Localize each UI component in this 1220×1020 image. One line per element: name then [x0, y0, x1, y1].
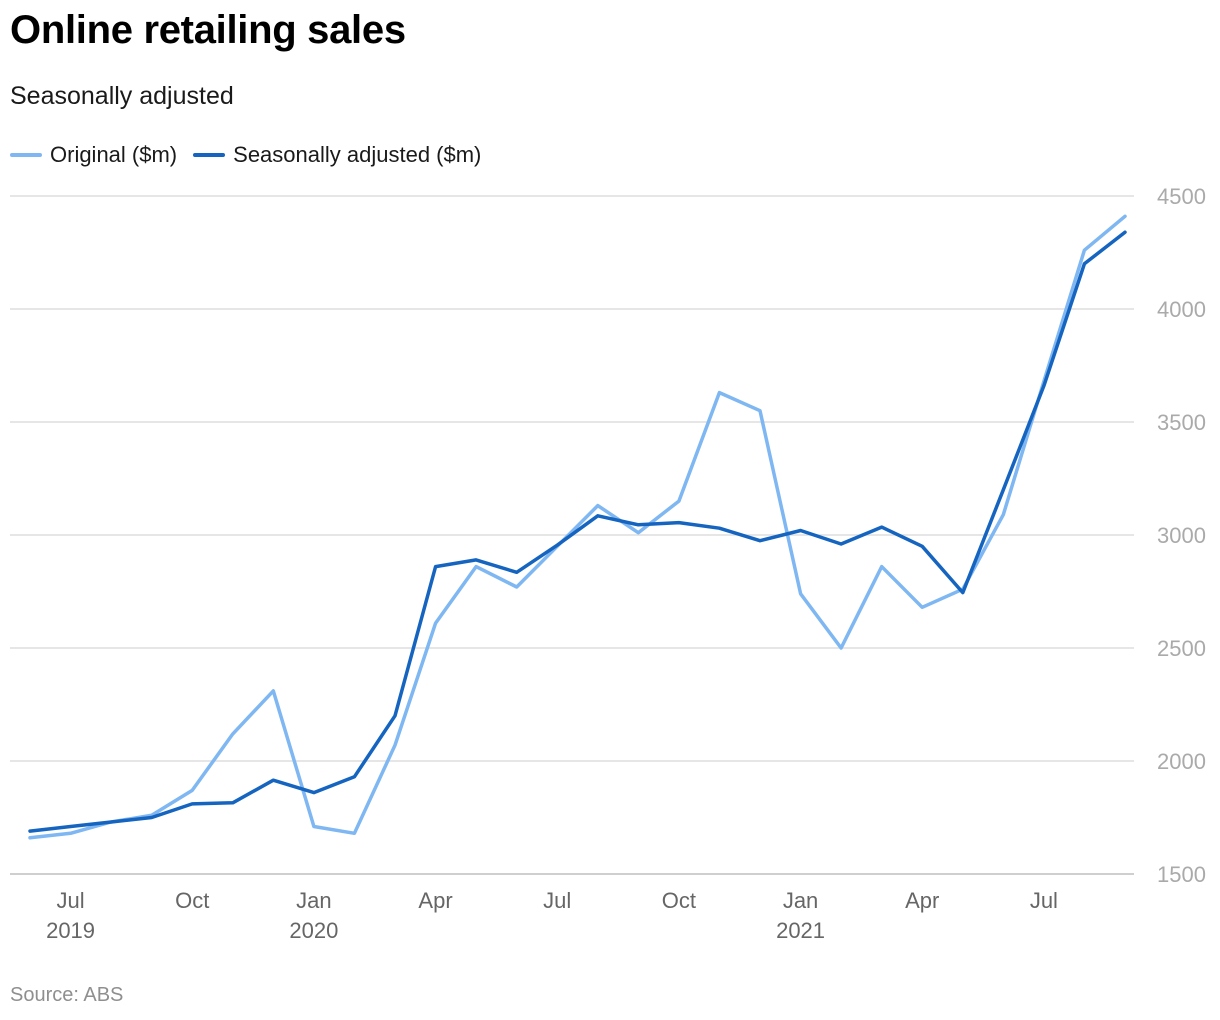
y-tick-label: 1500 — [1157, 862, 1206, 887]
legend-swatch-seasonally-adjusted — [193, 153, 226, 157]
y-tick-label: 4500 — [1157, 184, 1206, 209]
y-tick-label: 2000 — [1157, 749, 1206, 774]
x-tick-label: Jan — [296, 888, 331, 913]
x-tick-label: Oct — [662, 888, 696, 913]
y-tick-label: 3500 — [1157, 410, 1206, 435]
x-tick-year-label: 2020 — [289, 918, 338, 943]
legend-label-seasonally-adjusted: Seasonally adjusted ($m) — [233, 142, 482, 167]
series-line-original — [28, 214, 1127, 840]
y-tick-label: 3000 — [1157, 523, 1206, 548]
x-tick-label: Jul — [56, 888, 84, 913]
x-tick-label: Apr — [418, 888, 452, 913]
legend-item-original[interactable]: Original ($m) — [10, 142, 177, 168]
x-tick-label: Jul — [1030, 888, 1058, 913]
y-tick-label: 4000 — [1157, 297, 1206, 322]
chart-subtitle: Seasonally adjusted — [10, 82, 234, 110]
chart-legend: Original ($m) Seasonally adjusted ($m) — [10, 142, 497, 168]
source-note: Source: ABS — [10, 984, 124, 1006]
legend-item-seasonally-adjusted[interactable]: Seasonally adjusted ($m) — [193, 142, 481, 168]
x-tick-label: Jan — [783, 888, 818, 913]
x-tick-label: Apr — [905, 888, 939, 913]
legend-swatch-original — [10, 153, 42, 157]
x-tick-label: Oct — [175, 888, 209, 913]
chart-title: Online retailing sales — [10, 8, 406, 52]
x-tick-label: Jul — [543, 888, 571, 913]
x-tick-year-label: 2019 — [46, 918, 95, 943]
series-line-seasonally-adjusted — [28, 230, 1127, 833]
x-tick-year-label: 2021 — [776, 918, 825, 943]
y-tick-label: 2500 — [1157, 636, 1206, 661]
legend-label-original: Original ($m) — [50, 142, 178, 167]
